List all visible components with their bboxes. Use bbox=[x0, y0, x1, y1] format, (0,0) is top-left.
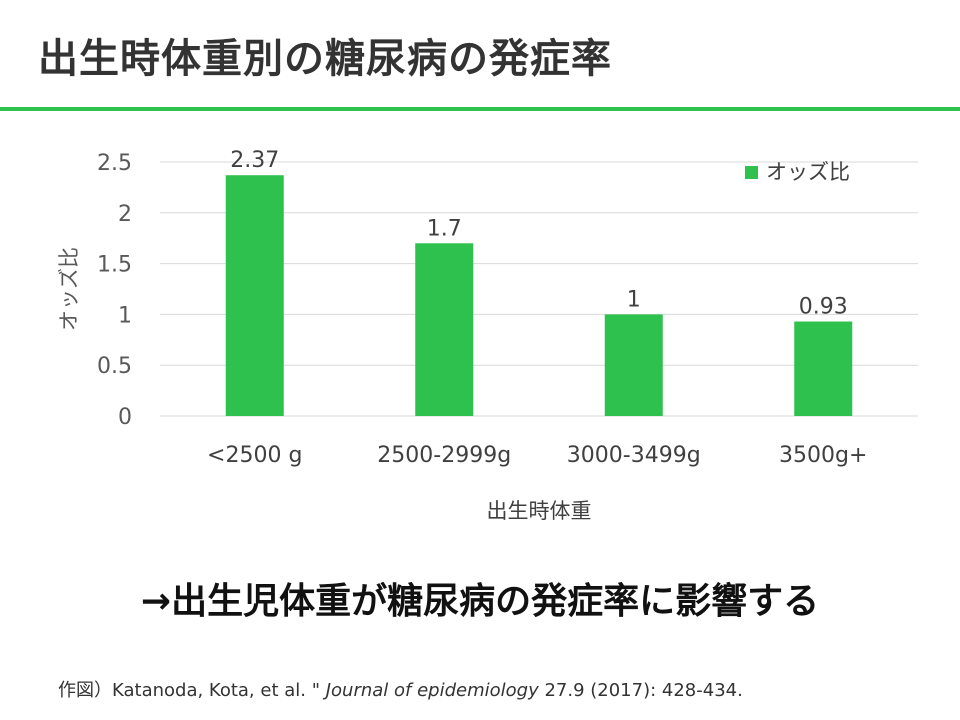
data-label: 0.93 bbox=[799, 295, 848, 320]
bar bbox=[604, 314, 663, 416]
citation-journal: Journal of epidemiology bbox=[325, 680, 539, 701]
conclusion-text: →出生児体重が糖尿病の発症率に影響する bbox=[140, 581, 820, 622]
y-tick-label: 1 bbox=[118, 303, 132, 328]
citation-prefix: 作図）Katanoda, Kota, et al. " bbox=[58, 680, 326, 701]
bar bbox=[794, 321, 853, 416]
title-divider bbox=[0, 107, 960, 111]
data-label: 2.37 bbox=[230, 148, 279, 173]
data-label: 1 bbox=[627, 287, 641, 312]
y-tick-label: 2.5 bbox=[97, 151, 132, 176]
y-tick-label: 1.5 bbox=[97, 253, 132, 278]
x-axis-title: 出生時体重 bbox=[487, 499, 592, 523]
y-axis-title: オッズ比 bbox=[57, 247, 81, 331]
legend-swatch bbox=[745, 166, 758, 179]
x-tick-label: 2500-2999g bbox=[377, 443, 511, 468]
slide-title: 出生時体重別の糖尿病の発症率 bbox=[38, 36, 612, 82]
bar bbox=[415, 243, 474, 416]
y-tick-label: 0.5 bbox=[97, 354, 132, 379]
legend-label: オッズ比 bbox=[766, 160, 850, 184]
bar-chart: 0 0.5 1 1.5 2 2.5 2.37 <2500 g 1.7 2500-2999g 1 300… bbox=[57, 148, 918, 523]
bar bbox=[225, 175, 284, 416]
citation: 作図）Katanoda, Kota, et al. " Journal of e… bbox=[58, 676, 743, 702]
x-tick-label: 3000-3499g bbox=[567, 443, 701, 468]
x-tick-label: <2500 g bbox=[207, 443, 302, 468]
y-tick-label: 2 bbox=[118, 202, 132, 227]
citation-suffix: 27.9 (2017): 428-434. bbox=[538, 680, 743, 701]
data-label: 1.7 bbox=[427, 216, 462, 241]
x-tick-label: 3500g+ bbox=[779, 443, 867, 468]
y-tick-label: 0 bbox=[118, 405, 132, 430]
